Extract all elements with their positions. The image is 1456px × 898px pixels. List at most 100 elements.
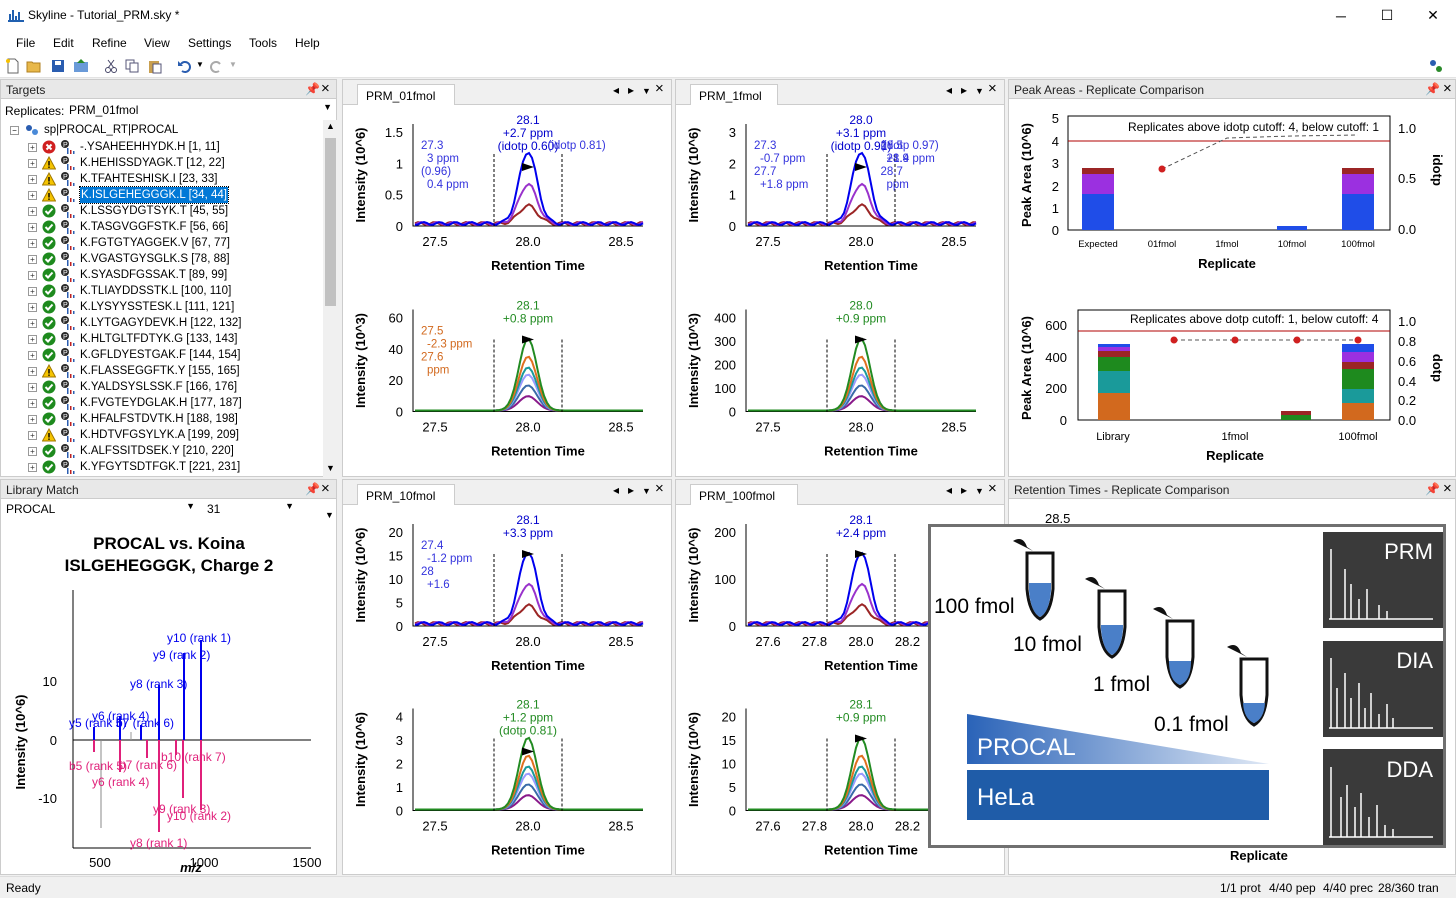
new-document-icon[interactable] [5, 58, 21, 74]
peptide-row[interactable]: + P K.ISLGEHEGGGK.L [34, 44] [1, 186, 323, 204]
expand-icon[interactable]: + [28, 223, 37, 232]
expand-icon[interactable]: + [28, 191, 37, 200]
expand-icon[interactable]: + [28, 383, 37, 392]
close-pane-icon[interactable]: × [1443, 480, 1452, 497]
scroll-right-icon[interactable]: ▸ [628, 83, 635, 97]
expand-icon[interactable]: + [28, 175, 37, 184]
chromatogram-chart[interactable]: Intensity (10^6) Retention Time 3 2 1 0 27.5 28… [676, 106, 1004, 477]
library-combo[interactable]: PROCAL ▼ [2, 501, 198, 519]
integrate-all-icon[interactable] [1428, 58, 1444, 74]
close-pane-icon[interactable]: × [321, 480, 330, 497]
close-pane-icon[interactable]: × [1443, 80, 1452, 97]
collapse-icon[interactable]: − [10, 126, 19, 135]
peptide-row[interactable]: + P K.TFAHTESHISK.I [23, 33] [1, 171, 323, 187]
expand-icon[interactable]: + [28, 399, 37, 408]
peptide-row[interactable]: + P K.ALFSSITDSEK.Y [210, 220] [1, 443, 323, 459]
tab-prm10[interactable]: PRM_10fmol [357, 484, 455, 505]
menu-file[interactable]: File [16, 36, 36, 50]
tree-scrollbar[interactable]: ▲ ▼ [323, 120, 338, 477]
pin-icon[interactable]: 📌 [305, 482, 320, 496]
expand-icon[interactable]: + [28, 319, 37, 328]
copy-icon[interactable] [124, 58, 140, 74]
save-icon[interactable] [50, 58, 66, 74]
replicates-combo[interactable]: PRM_01fmol ▼ [65, 102, 335, 120]
peak-areas-chart[interactable]: Replicates above idotp cutoff: 4, below … [1009, 100, 1456, 477]
expand-icon[interactable]: + [28, 303, 37, 312]
menu-edit[interactable]: Edit [53, 36, 74, 50]
peptide-row[interactable]: + P K.TLIAYDDSSTK.L [100, 110] [1, 283, 323, 299]
peptide-row[interactable]: + P K.HFALFSTDVTK.H [188, 198] [1, 411, 323, 427]
pin-icon[interactable]: 📌 [305, 82, 320, 96]
close-tab-icon[interactable]: × [988, 480, 997, 497]
close-pane-icon[interactable]: × [321, 80, 330, 97]
peptide-row[interactable]: + P K.HDTVFGSYLYK.A [199, 209] [1, 427, 323, 443]
pin-icon[interactable]: 📌 [1425, 482, 1440, 496]
chart-options-icon[interactable]: ▼ [325, 510, 334, 520]
expand-icon[interactable]: + [28, 415, 37, 424]
open-folder-icon[interactable] [26, 58, 42, 74]
scroll-left-icon[interactable]: ◂ [613, 83, 620, 97]
peptide-row[interactable]: + P K.LYSYYSSTESK.L [111, 121] [1, 299, 323, 315]
expand-icon[interactable]: + [28, 255, 37, 264]
scroll-up-icon[interactable]: ▲ [326, 121, 335, 131]
close-tab-icon[interactable]: × [655, 80, 664, 97]
menu-settings[interactable]: Settings [188, 36, 232, 50]
peptide-row[interactable]: + P K.HEHISSDYAGK.T [12, 22] [1, 155, 323, 171]
cut-icon[interactable] [103, 58, 119, 74]
menu-view[interactable]: View [144, 36, 170, 50]
menu-refine[interactable]: Refine [92, 36, 127, 50]
scroll-right-icon[interactable]: ▸ [628, 483, 635, 497]
expand-icon[interactable]: + [28, 367, 37, 376]
chromatogram-chart[interactable]: Intensity (10^6)Retention Time2015105027… [343, 506, 671, 875]
publish-icon[interactable] [73, 58, 89, 74]
chevron-down-icon[interactable]: ▼ [975, 486, 984, 496]
scroll-right-icon[interactable]: ▸ [961, 83, 968, 97]
expand-icon[interactable]: + [28, 335, 37, 344]
expand-icon[interactable]: + [28, 159, 37, 168]
peptide-row[interactable]: + P K.YFGYTSDTFGK.T [221, 231] [1, 459, 323, 475]
chevron-down-icon[interactable]: ▼ [642, 86, 651, 96]
chevron-down-icon[interactable]: ▼ [642, 486, 651, 496]
peptide-row[interactable]: + P K.SYASDFGSSAK.T [89, 99] [1, 267, 323, 283]
protein-node[interactable]: − sp|PROCAL_RT|PROCAL [4, 122, 324, 138]
scroll-right-icon[interactable]: ▸ [961, 483, 968, 497]
chevron-down-icon[interactable]: ▼ [975, 86, 984, 96]
undo-icon[interactable] [177, 58, 193, 74]
peptide-row[interactable]: + P K.VGASTGYSGLK.S [78, 88] [1, 251, 323, 267]
expand-icon[interactable]: + [28, 239, 37, 248]
tab-prm01[interactable]: PRM_01fmol [357, 84, 455, 105]
undo-dropdown-icon[interactable]: ▼ [196, 60, 204, 69]
tab-prm1[interactable]: PRM_1fmol [690, 84, 778, 105]
expand-icon[interactable]: + [28, 207, 37, 216]
scroll-left-icon[interactable]: ◂ [946, 83, 953, 97]
chromatogram-chart[interactable]: Intensity (10^6) Retention Time 1.5 1 0.5 0 27… [343, 106, 671, 477]
rank-combo[interactable]: 31 ▼ [203, 501, 297, 519]
peptide-row[interactable]: + P K.FGTGTYAGGEK.V [67, 77] [1, 235, 323, 251]
close-window-button[interactable]: ✕ [1427, 7, 1439, 23]
maximize-button[interactable]: ☐ [1380, 7, 1394, 23]
menu-tools[interactable]: Tools [249, 36, 278, 50]
redo-icon[interactable] [208, 58, 224, 74]
paste-icon[interactable] [147, 58, 163, 74]
scroll-left-icon[interactable]: ◂ [946, 483, 953, 497]
expand-icon[interactable]: + [28, 271, 37, 280]
expand-icon[interactable]: + [28, 431, 37, 440]
expand-icon[interactable]: + [28, 463, 37, 472]
tab-prm100[interactable]: PRM_100fmol [690, 484, 798, 505]
expand-icon[interactable]: + [28, 447, 37, 456]
close-tab-icon[interactable]: × [655, 480, 664, 497]
peptide-row[interactable]: + P K.FLASSEGGFTK.Y [155, 165] [1, 363, 323, 379]
expand-icon[interactable]: + [28, 287, 37, 296]
peptide-row[interactable]: + P K.FVGTEYDGLAK.H [177, 187] [1, 395, 323, 411]
expand-icon[interactable]: + [28, 351, 37, 360]
mirror-spectrum-chart[interactable]: PROCAL vs. Koina ISLGEHEGGGK, Charge 2 I… [1, 520, 337, 876]
menu-help[interactable]: Help [295, 36, 320, 50]
scroll-down-icon[interactable]: ▼ [326, 463, 335, 473]
pin-icon[interactable]: 📌 [1425, 82, 1440, 96]
peptide-row[interactable]: + P K.YALDSYSLSSK.F [166, 176] [1, 379, 323, 395]
close-tab-icon[interactable]: × [988, 80, 997, 97]
peptide-row[interactable]: + P K.LYTGAGYDEVK.H [122, 132] [1, 315, 323, 331]
peptide-row[interactable]: + P K.LSSGYDGTSYK.T [45, 55] [1, 203, 323, 219]
peptide-row[interactable]: + P -.YSAHEEHHYDK.H [1, 11] [1, 139, 323, 155]
peptide-row[interactable]: + P K.GFLDYESTGAK.F [144, 154] [1, 347, 323, 363]
